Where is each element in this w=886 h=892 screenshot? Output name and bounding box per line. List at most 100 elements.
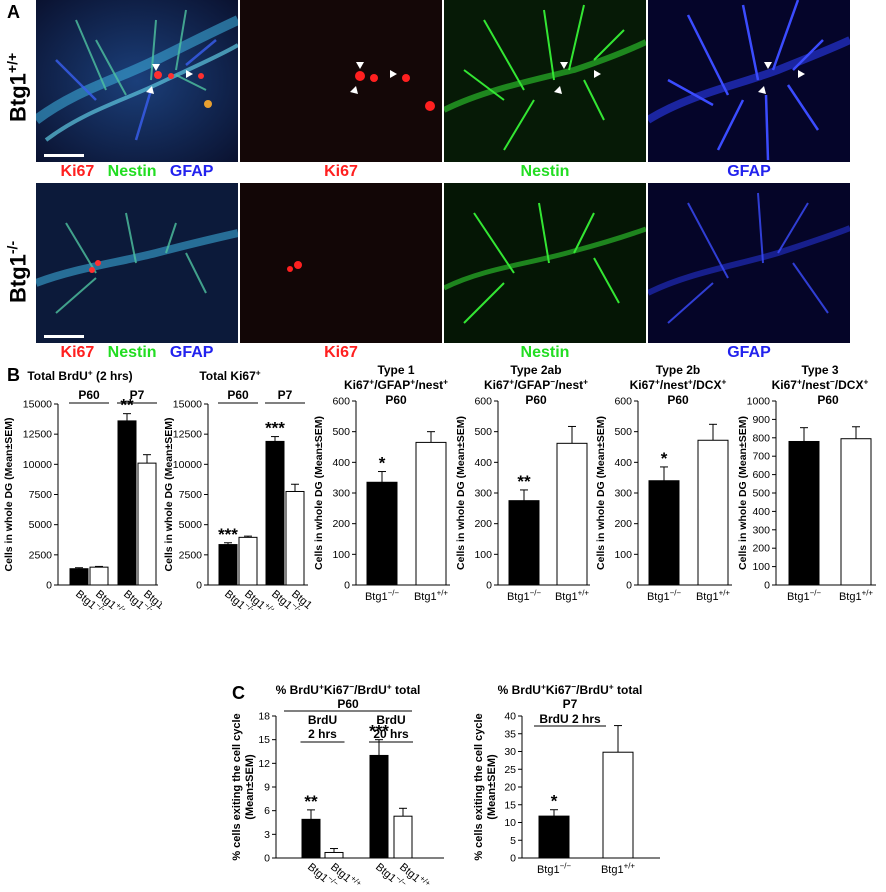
caption-merge-wildtype: Ki67 Nestin GFAP	[60, 163, 214, 180]
y-tick-label: 3	[264, 829, 270, 841]
chart-subtitle: P60	[667, 393, 689, 407]
caption-ki67-wildtype: Ki67	[324, 163, 358, 180]
chart-subtitle: P60	[817, 393, 839, 407]
y-tick-label: 0	[196, 580, 202, 592]
y-tick-label: 10000	[173, 459, 202, 471]
bar	[89, 566, 109, 586]
bar	[69, 568, 89, 586]
y-tick-label: 200	[474, 518, 492, 530]
micrograph-merge-wildtype	[36, 0, 238, 162]
group-label: P7	[278, 388, 293, 402]
group-label: BrdU	[376, 713, 405, 727]
y-tick-label: 600	[332, 396, 350, 408]
y-axis-label: Cells in whole DG (Mean±SEM)	[163, 418, 175, 572]
y-tick-label: 6	[264, 805, 270, 817]
panel-letter-b: B	[7, 365, 20, 385]
bar	[369, 754, 389, 859]
significance-marker: **	[304, 792, 318, 811]
chart-title: % BrdU+Ki67−/BrdU+ total	[498, 681, 643, 697]
y-axis-label: Cells in whole DG (Mean±SEM)	[3, 418, 15, 572]
y-tick-label: 15	[504, 799, 516, 811]
y-tick-label: 12500	[173, 429, 202, 441]
y-tick-label: 25	[504, 764, 516, 776]
y-tick-label: 100	[474, 549, 492, 561]
y-tick-label: 300	[474, 488, 492, 500]
y-tick-label: 40	[504, 711, 516, 723]
y-tick-label: 500	[332, 426, 350, 438]
y-tick-label: 10	[504, 817, 516, 829]
chart-subtitle: P7	[563, 697, 578, 711]
chart-subtitle: P60	[337, 697, 359, 711]
micrograph-ki67-knockout	[240, 183, 442, 343]
category-label: Btg1+/+	[414, 589, 448, 603]
y-tick-label: 400	[474, 457, 492, 469]
chart-subtitle: P60	[385, 393, 407, 407]
y-tick-label: 0	[510, 853, 516, 865]
bar	[285, 490, 305, 586]
significance-marker: ***	[369, 722, 389, 741]
chart-title: Type 2b	[656, 364, 700, 377]
y-tick-label: 5000	[29, 519, 53, 531]
bar	[538, 815, 570, 859]
significance-marker: **	[517, 472, 531, 491]
y-tick-label: 500	[614, 426, 632, 438]
chart-title: Type 1	[377, 364, 414, 377]
bar	[697, 439, 729, 586]
group-label: 2 hrs	[308, 727, 337, 741]
y-tick-label: 200	[614, 518, 632, 530]
y-tick-label: 18	[258, 711, 270, 723]
bar	[218, 544, 238, 586]
y-tick-label: 35	[504, 728, 516, 740]
y-tick-label: 0	[264, 853, 270, 865]
chart-title-sub: Ki67+/GFAP−/nest+	[484, 376, 588, 392]
bar	[648, 480, 680, 586]
group-label: 20 hrs	[373, 727, 409, 741]
caption-nestin-wildtype: Nestin	[520, 163, 570, 180]
category-label: Btg1−/−	[647, 589, 681, 603]
bar	[366, 481, 398, 586]
micrograph-gfap-knockout	[648, 183, 850, 343]
y-tick-label: 400	[332, 457, 350, 469]
chart-title: % BrdU+Ki67−/BrdU+ total	[276, 681, 421, 697]
y-tick-label: 600	[614, 396, 632, 408]
chart-subtitle: BrdU 2 hrs	[539, 712, 601, 726]
y-tick-label: 0	[46, 580, 52, 592]
y-tick-label: 300	[752, 524, 770, 536]
y-axis-label: % cells exiting the cell cycle(Mean±SEM)	[231, 713, 256, 860]
y-tick-label: 15000	[23, 399, 52, 411]
panel-letter-c: C	[232, 683, 245, 703]
panel-letter-a: A	[7, 2, 20, 22]
y-axis-label: Cells in whole DG (Mean±SEM)	[455, 416, 467, 570]
chart-total-ki67: Total Ki67+ Cells in whole DG (Mean±SEM) 0…	[163, 367, 312, 610]
y-tick-label: 7500	[29, 489, 53, 501]
y-tick-label: 12500	[23, 429, 52, 441]
y-tick-label: 5	[510, 835, 516, 847]
y-tick-label: 0	[626, 580, 632, 592]
significance-marker: ***	[218, 525, 238, 544]
chart-total-brdu: Total BrdU+ (2 hrs) Cells in whole DG (Me…	[3, 367, 162, 610]
chart-title-sub: Ki67+/nest+/DCX+	[630, 376, 727, 392]
category-label: Btg1+/+	[696, 589, 730, 603]
bar	[324, 851, 344, 859]
y-tick-label: 200	[332, 518, 350, 530]
significance-marker: ***	[265, 419, 285, 438]
y-tick-label: 0	[764, 580, 770, 592]
micrograph-merge-knockout	[36, 183, 238, 343]
group-label: P60	[78, 388, 100, 402]
y-tick-label: 30	[504, 746, 516, 758]
y-axis-label: Cells in whole DG (Mean±SEM)	[313, 416, 325, 570]
y-tick-label: 100	[752, 561, 770, 573]
micrograph-nestin-knockout	[444, 183, 646, 343]
y-tick-label: 300	[614, 488, 632, 500]
bar	[556, 442, 588, 586]
y-tick-label: 0	[344, 580, 350, 592]
y-tick-label: 300	[332, 488, 350, 500]
category-label: Btg1+/+	[601, 862, 635, 876]
y-tick-label: 500	[752, 488, 770, 500]
